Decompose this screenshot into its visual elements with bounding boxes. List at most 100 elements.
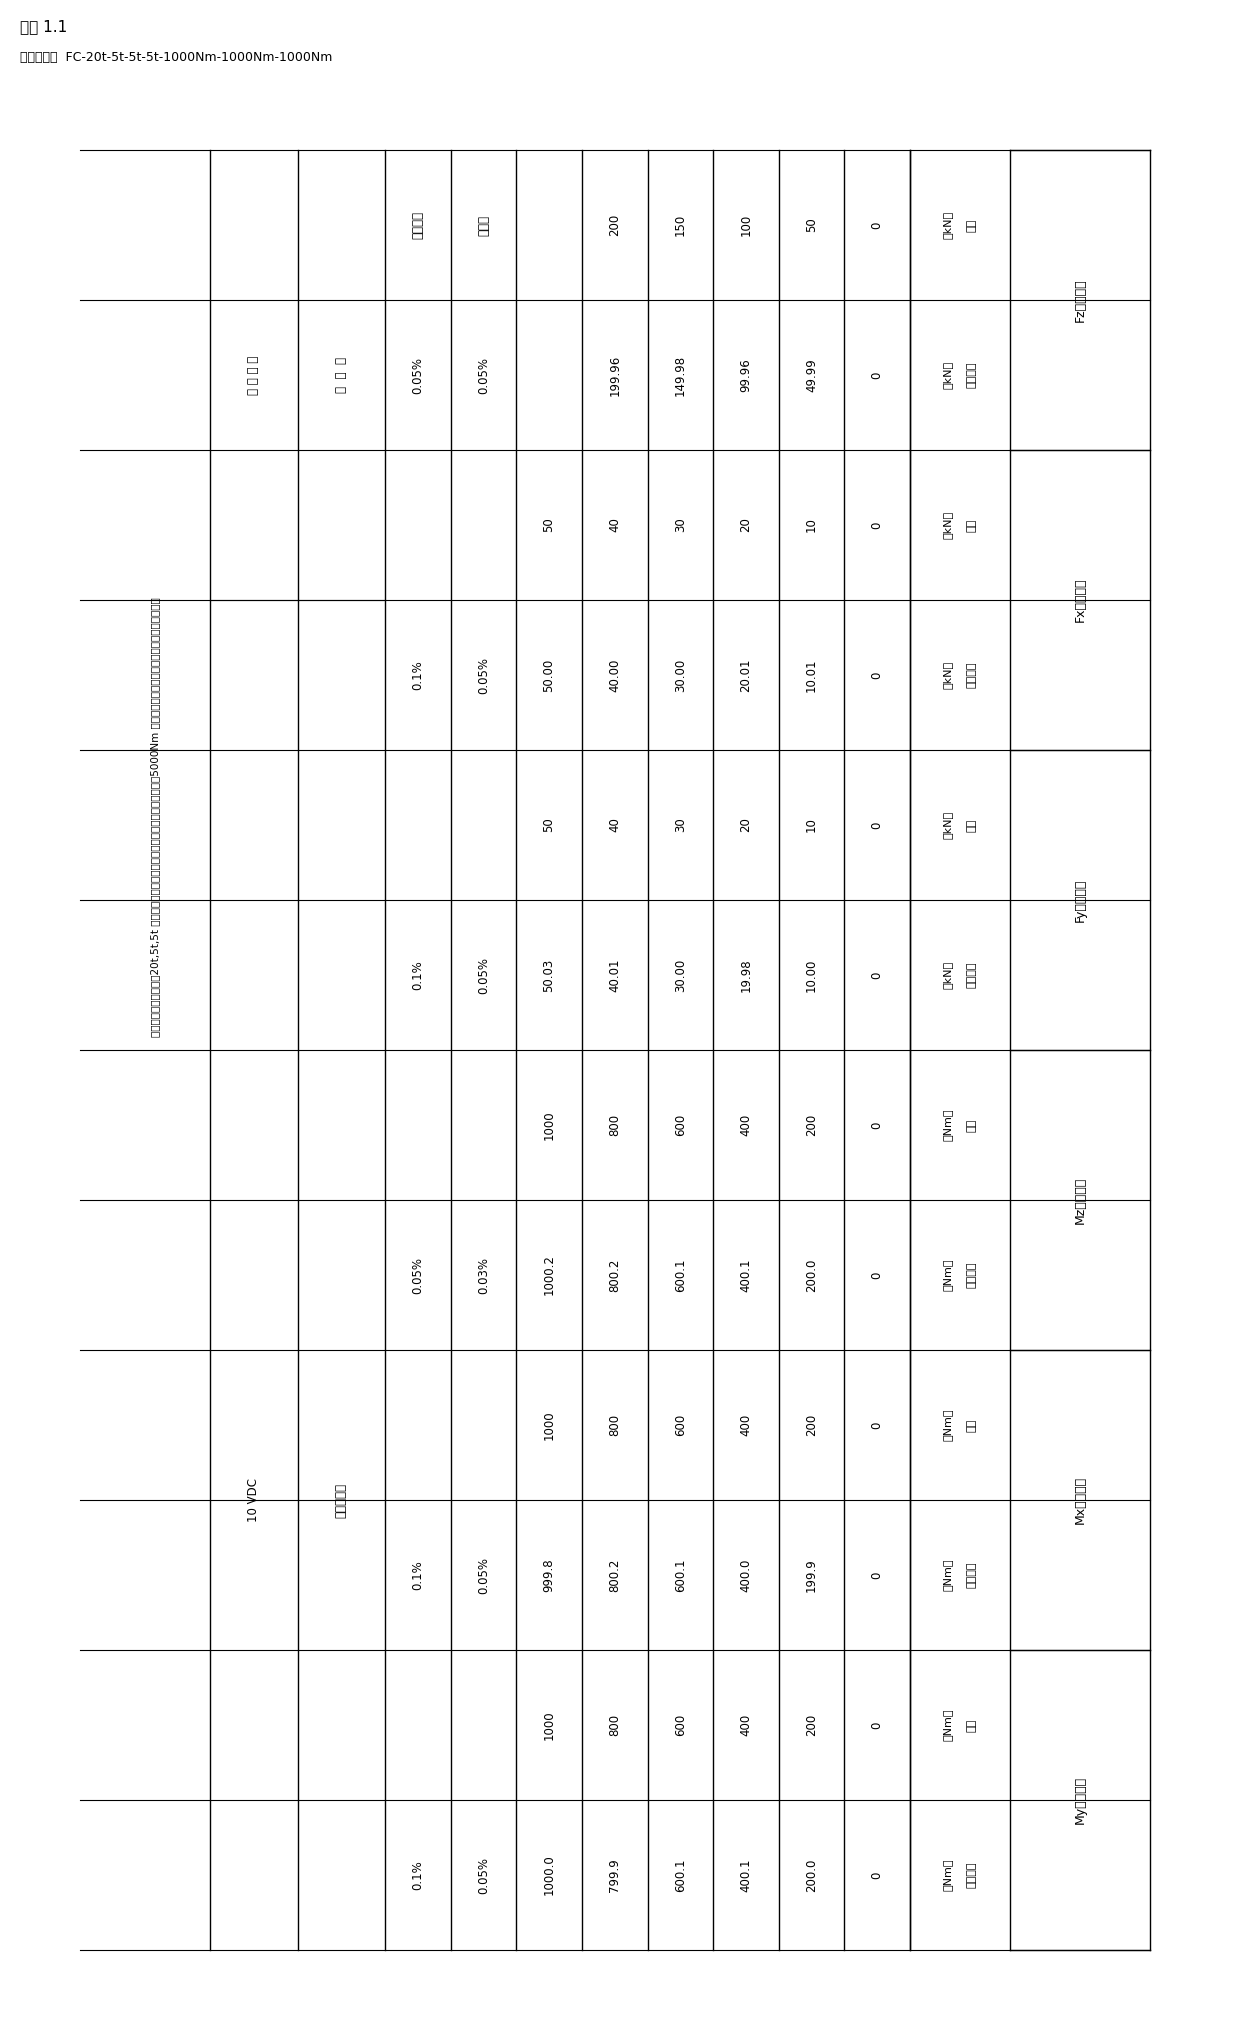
Text: Fy方向加载: Fy方向加载 bbox=[1074, 877, 1086, 922]
Text: Fx方向加载: Fx方向加载 bbox=[1074, 577, 1086, 623]
Text: 0: 0 bbox=[870, 672, 884, 678]
Text: 10.01: 10.01 bbox=[805, 658, 818, 692]
Text: 40.01: 40.01 bbox=[608, 958, 621, 992]
Text: （kN）: （kN） bbox=[942, 662, 954, 690]
Text: Mz方向加载: Mz方向加载 bbox=[1074, 1176, 1086, 1224]
Text: 30: 30 bbox=[673, 518, 687, 532]
Text: 40.00: 40.00 bbox=[608, 658, 621, 692]
Text: 激 励 电 压: 激 励 电 压 bbox=[247, 355, 260, 395]
Text: （Nm）: （Nm） bbox=[942, 1109, 954, 1142]
Text: 30.00: 30.00 bbox=[673, 658, 687, 692]
Text: 0.05%: 0.05% bbox=[412, 357, 424, 393]
Text: 800.2: 800.2 bbox=[608, 1559, 621, 1591]
Text: 50: 50 bbox=[543, 817, 556, 833]
Text: 负荷: 负荷 bbox=[967, 518, 977, 532]
Text: My方向加载: My方向加载 bbox=[1074, 1775, 1086, 1823]
Text: 0.05%: 0.05% bbox=[412, 1257, 424, 1293]
Text: 进程读数: 进程读数 bbox=[967, 1561, 977, 1587]
Text: 重复性: 重复性 bbox=[477, 214, 490, 236]
Text: 0: 0 bbox=[870, 520, 884, 528]
Text: 0.05%: 0.05% bbox=[477, 1557, 490, 1593]
Text: 0.1%: 0.1% bbox=[412, 960, 424, 990]
Text: 40: 40 bbox=[608, 817, 621, 833]
Text: 10: 10 bbox=[805, 817, 818, 833]
Text: 0: 0 bbox=[870, 1872, 884, 1878]
Text: （kN）: （kN） bbox=[942, 960, 954, 988]
Text: 0.05%: 0.05% bbox=[477, 956, 490, 994]
Text: 400.1: 400.1 bbox=[739, 1259, 753, 1291]
Text: （Nm）: （Nm） bbox=[942, 1860, 954, 1892]
Text: 0.05%: 0.05% bbox=[477, 656, 490, 694]
Text: 0.1%: 0.1% bbox=[412, 1860, 424, 1890]
Text: 进程读数: 进程读数 bbox=[967, 361, 977, 387]
Text: Fz方向加载: Fz方向加载 bbox=[1074, 278, 1086, 323]
Text: （kN）: （kN） bbox=[942, 212, 954, 240]
Text: （Nm）: （Nm） bbox=[942, 1408, 954, 1442]
Text: 19.98: 19.98 bbox=[739, 958, 753, 992]
Text: 400.0: 400.0 bbox=[739, 1559, 753, 1591]
Text: 99.96: 99.96 bbox=[739, 359, 753, 391]
Text: 附表 1.1: 附表 1.1 bbox=[20, 20, 67, 34]
Text: 0: 0 bbox=[870, 371, 884, 379]
Text: 0: 0 bbox=[870, 222, 884, 228]
Text: 0.05%: 0.05% bbox=[477, 1856, 490, 1894]
Text: 400: 400 bbox=[739, 1714, 753, 1737]
Text: 799.9: 799.9 bbox=[608, 1858, 621, 1892]
Text: 负荷: 负荷 bbox=[967, 1418, 977, 1432]
Text: 10.00: 10.00 bbox=[805, 958, 818, 992]
Text: 800: 800 bbox=[608, 1113, 621, 1136]
Text: 600.1: 600.1 bbox=[673, 1259, 687, 1291]
Text: 600: 600 bbox=[673, 1714, 687, 1737]
Text: 指  示  器: 指 示 器 bbox=[335, 357, 347, 393]
Text: 负荷: 负荷 bbox=[967, 1117, 977, 1132]
Text: 进程读数: 进程读数 bbox=[967, 962, 977, 988]
Text: 200: 200 bbox=[608, 214, 621, 236]
Text: （Nm）: （Nm） bbox=[942, 1559, 954, 1591]
Text: 0: 0 bbox=[870, 972, 884, 978]
Text: 800: 800 bbox=[608, 1414, 621, 1436]
Text: 30: 30 bbox=[673, 817, 687, 833]
Text: （kN）: （kN） bbox=[942, 361, 954, 389]
Text: 10: 10 bbox=[805, 518, 818, 532]
Text: 0.05%: 0.05% bbox=[477, 357, 490, 393]
Text: 示值误差: 示值误差 bbox=[412, 212, 424, 238]
Text: 30.00: 30.00 bbox=[673, 958, 687, 992]
Text: 200: 200 bbox=[805, 1414, 818, 1436]
Text: 0: 0 bbox=[870, 821, 884, 829]
Text: 50.00: 50.00 bbox=[543, 658, 556, 692]
Text: 200.0: 200.0 bbox=[805, 1858, 818, 1892]
Text: 0.03%: 0.03% bbox=[477, 1257, 490, 1293]
Text: 49.99: 49.99 bbox=[805, 359, 818, 391]
Text: 200: 200 bbox=[805, 1714, 818, 1737]
Text: 0: 0 bbox=[870, 1721, 884, 1729]
Text: 负荷: 负荷 bbox=[967, 819, 977, 831]
Text: 六分量仪表: 六分量仪表 bbox=[335, 1482, 347, 1517]
Text: 600.1: 600.1 bbox=[673, 1559, 687, 1591]
Text: 进程读数: 进程读数 bbox=[967, 1862, 977, 1888]
Text: 50.03: 50.03 bbox=[543, 958, 556, 992]
Text: 1000: 1000 bbox=[543, 1710, 556, 1741]
Text: 单分量测试进程读数（20t,5t,5t 叠加机测试，三个方向标准扭矩机测试），显示仪表用5000Nm 的标准扭矩机测试），显示仪表用六分量显示仪: 单分量测试进程读数（20t,5t,5t 叠加机测试，三个方向标准扭矩机测试），显… bbox=[150, 597, 160, 1037]
Text: 100: 100 bbox=[739, 214, 753, 236]
Text: 199.9: 199.9 bbox=[805, 1557, 818, 1591]
Text: （Nm）: （Nm） bbox=[942, 1708, 954, 1741]
Text: （Nm）: （Nm） bbox=[942, 1259, 954, 1291]
Text: 0: 0 bbox=[870, 1271, 884, 1279]
Text: 20: 20 bbox=[739, 518, 753, 532]
Text: 1000.0: 1000.0 bbox=[543, 1854, 556, 1896]
Text: 0: 0 bbox=[870, 1422, 884, 1428]
Text: 50: 50 bbox=[805, 218, 818, 232]
Text: 0: 0 bbox=[870, 1571, 884, 1579]
Text: 进程读数: 进程读数 bbox=[967, 1263, 977, 1289]
Text: 20: 20 bbox=[739, 817, 753, 833]
Text: 400: 400 bbox=[739, 1113, 753, 1136]
Text: 199.96: 199.96 bbox=[608, 355, 621, 395]
Text: 149.98: 149.98 bbox=[673, 355, 687, 395]
Text: 150: 150 bbox=[673, 214, 687, 236]
Text: 1000: 1000 bbox=[543, 1109, 556, 1140]
Text: 800: 800 bbox=[608, 1714, 621, 1737]
Text: 0.1%: 0.1% bbox=[412, 1559, 424, 1589]
Text: 型号规格：  FC-20t-5t-5t-5t-1000Nm-1000Nm-1000Nm: 型号规格： FC-20t-5t-5t-5t-1000Nm-1000Nm-1000… bbox=[20, 50, 332, 63]
Text: Mx方向加载: Mx方向加载 bbox=[1074, 1476, 1086, 1525]
Text: （kN）: （kN） bbox=[942, 510, 954, 539]
